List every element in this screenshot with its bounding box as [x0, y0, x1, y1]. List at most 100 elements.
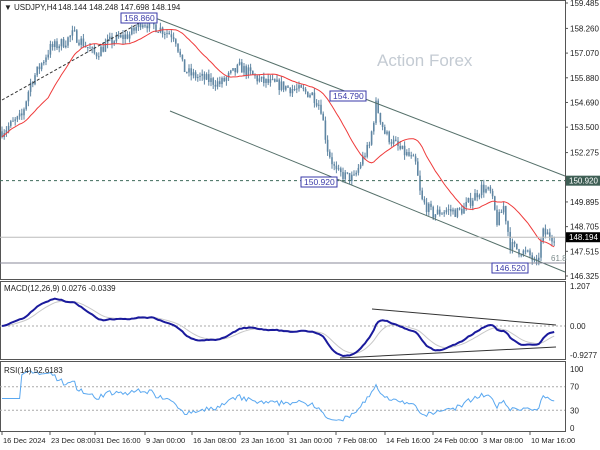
- current-price-label: 148.194: [569, 233, 598, 242]
- dropdown-arrow-icon[interactable]: ▼: [4, 3, 12, 12]
- candle-body: [210, 78, 212, 83]
- candle-body: [164, 33, 166, 35]
- candle-body: [302, 87, 305, 90]
- candle-body: [126, 34, 129, 39]
- candle-body: [69, 35, 71, 38]
- rsi-tick-label: 30: [570, 406, 579, 415]
- candle-body: [386, 131, 388, 134]
- symbol-title: USDJPY,H4: [14, 3, 58, 12]
- candle-body: [128, 34, 131, 39]
- candle-body: [322, 113, 324, 121]
- candle-body: [243, 66, 245, 73]
- candle-body: [161, 27, 164, 35]
- y-tick-label: 148.705: [570, 223, 599, 232]
- candle-body: [430, 203, 432, 207]
- candle-body: [434, 214, 437, 218]
- candle-body: [234, 68, 236, 73]
- candle-body: [170, 34, 173, 38]
- candle-body: [406, 152, 408, 156]
- candle-body: [408, 152, 410, 156]
- candle-body: [355, 172, 357, 175]
- candle-body: [298, 85, 300, 89]
- candle-body: [280, 81, 283, 91]
- candle-body: [496, 209, 498, 225]
- candle-body: [454, 209, 456, 217]
- candle-body: [296, 88, 298, 90]
- candle-body: [21, 113, 23, 116]
- x-tick-label: 24 Feb 00:00: [434, 436, 478, 445]
- candle-body: [498, 212, 500, 225]
- x-tick-label: 7 Feb 08:00: [337, 436, 377, 445]
- x-tick-label: 23 Dec 08:00: [51, 436, 96, 445]
- candle-body: [509, 231, 511, 250]
- candle-body: [205, 74, 208, 80]
- candle-body: [201, 73, 203, 76]
- candle-body: [214, 84, 217, 87]
- candle-body: [91, 47, 93, 49]
- candle-body: [417, 161, 419, 176]
- candle-body: [340, 168, 342, 173]
- candle-body: [375, 100, 377, 123]
- candle-body: [166, 32, 168, 34]
- candle-body: [258, 78, 261, 82]
- candle-body: [395, 139, 397, 141]
- candle-body: [51, 44, 54, 48]
- candle-body: [40, 63, 43, 70]
- candle-body: [487, 187, 489, 189]
- candle-body: [287, 86, 289, 88]
- y-tick-label: 149.895: [570, 198, 599, 207]
- candle-body: [98, 56, 100, 58]
- candle-body: [271, 79, 274, 81]
- candle-body: [139, 21, 142, 28]
- candle-body: [291, 89, 294, 94]
- candle-body: [381, 122, 384, 127]
- candle-body: [511, 242, 514, 250]
- candle-body: [276, 79, 278, 82]
- candle-body: [399, 145, 401, 149]
- candle-body: [456, 208, 459, 217]
- candle-body: [461, 209, 463, 214]
- price-label: 154.790: [333, 91, 364, 101]
- candle-body: [311, 92, 313, 96]
- candle-body: [544, 228, 547, 235]
- candle-body: [516, 243, 518, 250]
- candle-body: [265, 78, 267, 84]
- x-tick-label: 23 Jan 16:00: [241, 436, 284, 445]
- y-tick-label: 157.070: [570, 49, 599, 58]
- panel-frame: [0, 361, 566, 432]
- candle-body: [377, 100, 379, 113]
- candle-body: [263, 76, 265, 84]
- candle-body: [293, 89, 296, 91]
- candle-body: [443, 212, 445, 214]
- candle-body: [344, 172, 346, 180]
- candle-body: [309, 95, 311, 98]
- candle-body: [458, 208, 461, 210]
- candle-body: [49, 44, 52, 55]
- candle-body: [100, 46, 102, 57]
- y-tick-label: 159.485: [570, 0, 599, 8]
- x-tick-label: 31 Jan 00:00: [289, 436, 332, 445]
- price-label-box: [329, 90, 367, 102]
- candle-body: [62, 39, 65, 48]
- candle-body: [540, 241, 542, 258]
- candle-body: [300, 85, 302, 88]
- candle-body: [252, 70, 254, 75]
- candle-body: [122, 35, 124, 39]
- candle-body: [502, 206, 505, 213]
- candle-body: [197, 77, 199, 79]
- macd-tick-label: -0.9277: [570, 351, 598, 360]
- candle-body: [212, 78, 214, 85]
- candle-body: [278, 79, 280, 91]
- candle-body: [368, 144, 371, 146]
- candle-body: [357, 167, 360, 173]
- candle-body: [84, 46, 87, 48]
- candle-body: [230, 70, 232, 73]
- x-tick-label: 31 Dec 16:00: [96, 436, 141, 445]
- candle-body: [285, 86, 287, 90]
- candle-body: [419, 175, 421, 191]
- candle-body: [146, 25, 148, 29]
- candle-body: [423, 199, 426, 203]
- candle-body: [67, 37, 69, 46]
- panel-frame: [0, 281, 566, 360]
- candle-body: [82, 38, 85, 47]
